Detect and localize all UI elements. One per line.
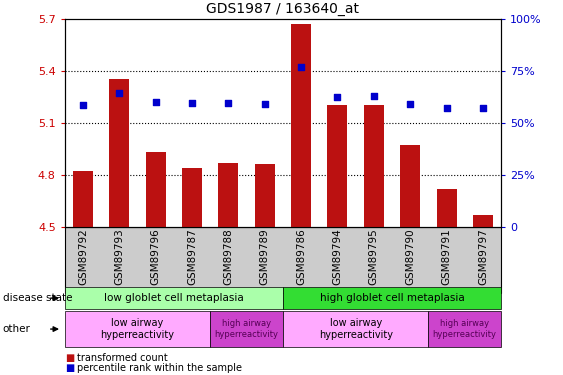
Point xyxy=(260,101,269,107)
Bar xyxy=(400,146,420,227)
Bar xyxy=(364,105,384,227)
Point xyxy=(369,93,378,99)
Title: GDS1987 / 163640_at: GDS1987 / 163640_at xyxy=(207,2,359,16)
Point xyxy=(224,100,233,106)
Point xyxy=(297,64,306,70)
Text: percentile rank within the sample: percentile rank within the sample xyxy=(77,363,242,373)
Text: high globlet cell metaplasia: high globlet cell metaplasia xyxy=(320,293,464,303)
Point xyxy=(151,99,160,105)
Point xyxy=(115,90,124,96)
Text: low airway
hyperreactivity: low airway hyperreactivity xyxy=(319,318,392,340)
Bar xyxy=(73,171,93,227)
Bar xyxy=(436,189,457,227)
Text: high airway
hyperreactivity: high airway hyperreactivity xyxy=(433,320,497,339)
Bar xyxy=(291,24,311,227)
Bar xyxy=(109,80,129,227)
Bar xyxy=(182,168,202,227)
Text: low globlet cell metaplasia: low globlet cell metaplasia xyxy=(104,293,244,303)
Bar xyxy=(254,164,275,227)
Point xyxy=(442,105,451,111)
Bar xyxy=(218,163,238,227)
Bar xyxy=(473,215,493,227)
Text: low airway
hyperreactivity: low airway hyperreactivity xyxy=(100,318,175,340)
Point xyxy=(78,102,87,108)
Bar xyxy=(146,152,166,227)
Text: transformed count: transformed count xyxy=(77,353,168,363)
Text: ■: ■ xyxy=(65,363,74,373)
Text: high airway
hyperreactivity: high airway hyperreactivity xyxy=(215,320,279,339)
Text: disease state: disease state xyxy=(3,293,72,303)
Point xyxy=(187,100,196,106)
Text: other: other xyxy=(3,324,31,334)
Bar xyxy=(328,105,347,227)
Point xyxy=(479,105,488,111)
Point xyxy=(333,94,342,100)
Point xyxy=(406,101,415,107)
Text: ■: ■ xyxy=(65,353,74,363)
